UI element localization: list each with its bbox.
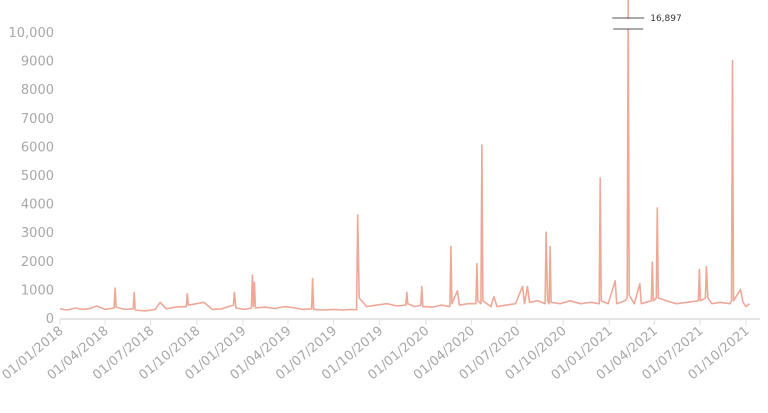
- axis-break-annotation: 16,897: [612, 14, 682, 30]
- y-tick-label: 2000: [21, 255, 54, 270]
- y-tick-label: 6000: [21, 140, 54, 155]
- axis-break-value-label: 16,897: [650, 14, 682, 24]
- axis-break-gap: [612, 19, 645, 29]
- y-tick-label: 3000: [21, 226, 54, 241]
- series-line: [59, 0, 751, 312]
- y-tick-label: 9000: [21, 55, 54, 70]
- y-tick-label: 1000: [21, 283, 54, 298]
- y-tick-label: 5000: [21, 169, 54, 184]
- y-tick-label: 7000: [21, 112, 54, 127]
- y-tick-label: 0: [46, 312, 54, 327]
- y-axis: 0 1000 2000 3000 4000 5000 6000 7000 8000 9000 10,…: [9, 26, 55, 327]
- y-tick-label: 8000: [21, 83, 54, 98]
- y-tick-label: 10,000: [9, 26, 55, 41]
- series: [59, 0, 751, 312]
- x-axis: 01/01/201801/04/201801/07/201801/10/2018…: [0, 318, 760, 383]
- y-tick-label: 4000: [21, 198, 54, 213]
